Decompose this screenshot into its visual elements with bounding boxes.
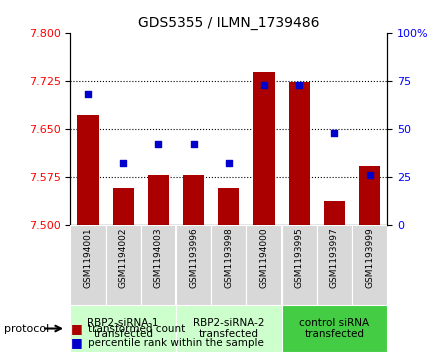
Text: control siRNA
transfected: control siRNA transfected (299, 318, 370, 339)
Bar (141, 225, 176, 305)
Bar (176, 225, 211, 305)
Text: GSM1193996: GSM1193996 (189, 228, 198, 288)
Bar (148, 175, 169, 225)
Point (331, 130, 338, 136)
Text: GSM1193999: GSM1193999 (365, 228, 374, 288)
Text: GSM1193998: GSM1193998 (224, 228, 233, 288)
Point (260, 82, 268, 87)
Point (296, 82, 303, 87)
Text: percentile rank within the sample: percentile rank within the sample (88, 338, 264, 348)
Text: protocol: protocol (4, 323, 50, 334)
Bar (183, 175, 204, 225)
Point (155, 141, 162, 147)
Bar (246, 225, 282, 305)
Bar (211, 225, 246, 305)
Text: RBP2-siRNA-2
transfected: RBP2-siRNA-2 transfected (193, 318, 264, 339)
Bar (324, 201, 345, 225)
Bar (352, 225, 387, 305)
Point (190, 141, 197, 147)
Bar (77, 115, 99, 225)
Text: RBP2-siRNA-1
transfected: RBP2-siRNA-1 transfected (88, 318, 159, 339)
Bar (70, 225, 106, 305)
Bar (113, 188, 134, 225)
Text: transformed count: transformed count (88, 323, 185, 334)
Bar (176, 305, 282, 352)
Bar (359, 166, 380, 225)
Bar (70, 305, 176, 352)
Text: ■: ■ (70, 322, 82, 335)
Bar (218, 188, 239, 225)
Title: GDS5355 / ILMN_1739486: GDS5355 / ILMN_1739486 (138, 16, 319, 30)
Text: GSM1194002: GSM1194002 (119, 228, 128, 288)
Bar (253, 73, 275, 225)
Text: GSM1194000: GSM1194000 (260, 228, 268, 288)
Point (84, 91, 92, 97)
Bar (282, 225, 317, 305)
Text: GSM1194003: GSM1194003 (154, 228, 163, 288)
Point (366, 172, 373, 178)
Text: ■: ■ (70, 337, 82, 350)
Bar (106, 225, 141, 305)
Bar (317, 225, 352, 305)
Point (120, 160, 127, 166)
Text: GSM1193997: GSM1193997 (330, 228, 339, 288)
Point (225, 160, 232, 166)
Text: GSM1194001: GSM1194001 (84, 228, 92, 288)
Text: GSM1193995: GSM1193995 (295, 228, 304, 288)
Bar (282, 305, 387, 352)
Bar (289, 82, 310, 225)
